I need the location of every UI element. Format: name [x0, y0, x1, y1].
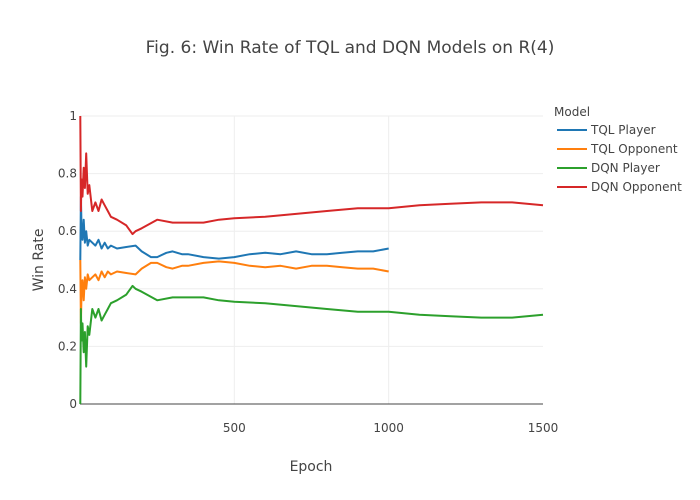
dqn-player-line: [79, 284, 544, 405]
y-tick-label: 0.6: [58, 224, 77, 238]
legend-label: DQN Player: [591, 161, 660, 175]
grid: [80, 115, 543, 405]
legend-item-dqn-player[interactable]: DQN Player: [557, 161, 660, 175]
y-axis-title: Win Rate: [31, 229, 47, 292]
y-tick-label: 0.8: [58, 167, 77, 181]
legend-label: TQL Player: [590, 123, 656, 137]
y-tick-label: 0.2: [58, 339, 77, 353]
x-tick-label: 500: [223, 421, 246, 435]
y-tick-label: 0.4: [58, 282, 77, 296]
y-tick-label: 0: [69, 397, 77, 411]
plot-area: [79, 115, 544, 405]
dqn-opponent-line: [79, 115, 544, 236]
legend: Model TQL Player TQL Opponent DQN Player DQ…: [554, 105, 682, 194]
legend-item-dqn-opponent[interactable]: DQN Opponent: [557, 180, 682, 194]
legend-item-tql-player[interactable]: TQL Player: [557, 123, 656, 137]
tql-opponent-line: [79, 259, 389, 325]
x-tick-labels: 500 1000 1500: [223, 421, 558, 435]
chart-title: Fig. 6: Win Rate of TQL and DQN Models o…: [146, 38, 555, 58]
x-tick-label: 1000: [373, 421, 404, 435]
legend-label: DQN Opponent: [591, 180, 682, 194]
legend-label: TQL Opponent: [590, 142, 678, 156]
tql-player-line: [79, 195, 389, 261]
x-tick-label: 1500: [528, 421, 559, 435]
y-tick-labels: 0 0.2 0.4 0.6 0.8 1: [58, 109, 77, 411]
x-axis-title: Epoch: [290, 459, 333, 475]
legend-item-tql-opponent[interactable]: TQL Opponent: [557, 142, 678, 156]
legend-title: Model: [554, 105, 590, 119]
y-tick-label: 1: [69, 109, 77, 123]
